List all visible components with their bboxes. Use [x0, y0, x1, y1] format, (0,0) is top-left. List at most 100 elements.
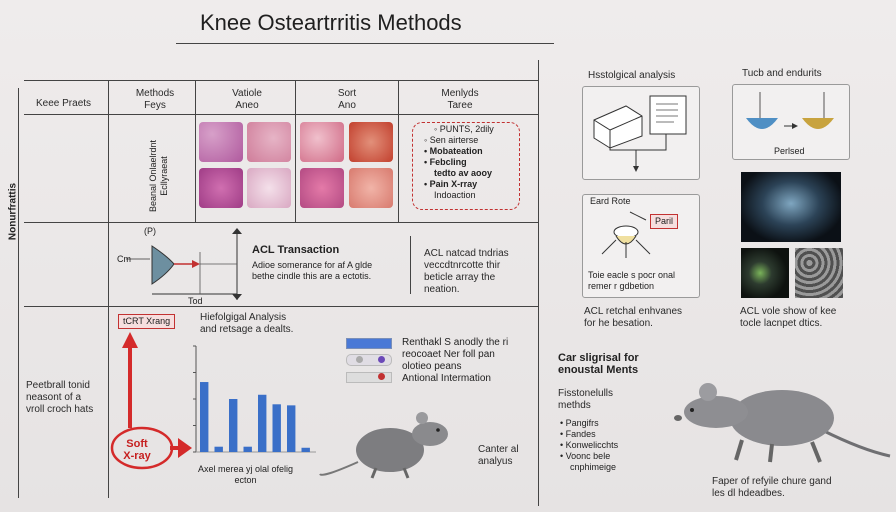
axis-label-cm: Cm — [117, 254, 131, 264]
legend-swatch-2 — [346, 354, 392, 366]
list-item-text: Indoaction — [434, 190, 476, 200]
legend-swatch-3 — [346, 372, 392, 383]
scan-image-2 — [795, 248, 843, 298]
rat-caption-right: Faper of refyile chure gand les dl hdead… — [712, 476, 832, 499]
tissue-image — [300, 168, 344, 208]
methods-item: • Fandes — [560, 429, 596, 439]
list-item: • Mobateation — [424, 146, 483, 156]
methods-item: • Pangifrs — [560, 418, 599, 428]
rat-illustration — [319, 412, 448, 479]
methods-item-text: Konwelicchts — [565, 440, 619, 450]
right-tuch-title: Tucb and endurits — [742, 68, 822, 79]
list-item: • Febcling — [424, 157, 467, 167]
acl-text: Adioe somerance for af A glde bethe cind… — [252, 260, 373, 281]
grid-row2-bottom — [24, 306, 538, 307]
device-diagram — [601, 211, 651, 258]
tissue-image — [349, 168, 393, 208]
chart-caption: Axel merea yj olal ofelig ecton — [198, 464, 294, 485]
acl-right-text-2: ACL vole show of kee tocle lacnpet dtics… — [740, 306, 837, 329]
list-item-text: Febcling — [429, 157, 467, 167]
grid-top — [24, 80, 538, 81]
list-item-text: PUNTS, 2dily — [439, 124, 494, 134]
tissue-image — [199, 168, 243, 208]
bar — [243, 446, 252, 452]
bar-chart — [193, 345, 316, 453]
rat-caption-center: Canter al analyus — [478, 444, 519, 467]
legend-entry: Renthakl S anodly the ri — [402, 337, 509, 348]
methods-item-text: cnphimeige — [570, 462, 617, 472]
bar — [229, 399, 238, 452]
side-label: Nonurfrattis — [7, 182, 19, 241]
legend-swatch-1 — [346, 338, 392, 349]
legend-dot-1 — [356, 356, 363, 363]
right-hist-title: Hsstolgical analysis — [588, 70, 676, 81]
acl-title: ACL Transaction — [252, 244, 340, 256]
bar — [287, 405, 296, 452]
methods-item-text: Fandes — [565, 429, 596, 439]
tissue-image — [349, 122, 393, 162]
header-analysis-text: Menlyds Taree — [441, 88, 479, 111]
tissue-image — [300, 122, 344, 162]
header-variable-text: Vatiole Aneo — [232, 88, 262, 111]
bar — [258, 394, 267, 452]
analysis-list: ◦ PUNTS, 2dily ◦ Sen airterse • Mobateat… — [424, 124, 520, 201]
header-methods: Methods Feys — [130, 88, 180, 112]
grid-vline-1 — [108, 80, 109, 498]
list-item: tedto av aooy — [424, 168, 520, 179]
legend-entry: Antional Intermation — [402, 373, 491, 384]
list-item-text: Mobateation — [429, 146, 483, 156]
bar — [200, 382, 209, 452]
legend-entry: reocoaet Ner foll pan — [402, 349, 495, 360]
scan-image-1 — [741, 248, 789, 298]
tissue-image — [199, 122, 243, 162]
tissue-image — [247, 168, 291, 208]
device-label-1: Eard Rote — [590, 196, 631, 206]
list-item-text: Sen airterse — [429, 135, 479, 145]
tissue-image — [247, 122, 291, 162]
grid-row1-bottom — [24, 222, 538, 223]
tuch-caption: Perlsed — [774, 146, 805, 156]
red-arrows — [110, 332, 192, 470]
legend-dot-3 — [378, 373, 385, 380]
page-title: Knee Osteartrritis Methods — [200, 10, 462, 35]
acl-curve-diagram — [126, 228, 242, 300]
title-underline — [176, 43, 554, 44]
xray-image — [741, 172, 841, 242]
header-analysis: Menlyds Taree — [430, 88, 490, 112]
header-methods-text: Methods Feys — [135, 88, 175, 111]
bracket — [410, 236, 411, 294]
methods-list: • Pangifrs • Fandes • Konwelicchts • Voo… — [560, 418, 618, 473]
device-box — [582, 194, 700, 298]
list-item: ◦ PUNTS, 2dily — [434, 124, 494, 134]
legend-dot-2 — [378, 356, 385, 363]
grid-vline-3 — [295, 80, 296, 222]
bar — [301, 447, 310, 452]
list-item-text: tedto av aooy — [434, 168, 493, 178]
tuch-diagram — [746, 92, 834, 129]
methods-item: • Voonc bele — [560, 451, 611, 461]
acl-left-text: ACL retchal enhvanes for he besation. — [584, 306, 683, 329]
soft-xray-label: Soft X-ray — [123, 438, 151, 462]
list-item: ◦ Sen airterse — [424, 135, 479, 145]
rat-illustration-large — [674, 383, 891, 463]
header-knee-parts: Keee Praets — [36, 98, 92, 109]
hist-analysis-title: Hiefolgigal Analysis and retsage a dealt… — [200, 312, 294, 335]
list-item: • Pain X-rray — [424, 179, 478, 189]
bar — [272, 404, 281, 452]
axis-label-p: (P) — [144, 226, 156, 236]
xray-tag: tCRT Xrang — [118, 314, 176, 329]
methods-item-text: Voonc bele — [565, 451, 611, 461]
car-title: Car sligrisal for enoustal Ments — [558, 352, 639, 376]
header-variable: Vatiole Aneo — [222, 88, 272, 112]
grid-vline-4 — [398, 80, 399, 222]
list-item: Indoaction — [424, 190, 520, 201]
list-item-text: Pain X-rray — [429, 179, 478, 189]
row1-vertical-label: Beanal Onlaelrdnt Ecllyraeat — [148, 139, 169, 213]
grid-right — [538, 60, 539, 506]
analysis-list-box — [412, 122, 520, 210]
legend-text: Renthakl S anodly the ri reocoaet Ner fo… — [402, 337, 508, 385]
grid-header-bottom — [24, 114, 538, 115]
acl-right-text: ACL natcad tndrias veccdtnrcotte thir be… — [424, 248, 509, 295]
methods-title: Fisstonelulls methds — [558, 388, 614, 411]
